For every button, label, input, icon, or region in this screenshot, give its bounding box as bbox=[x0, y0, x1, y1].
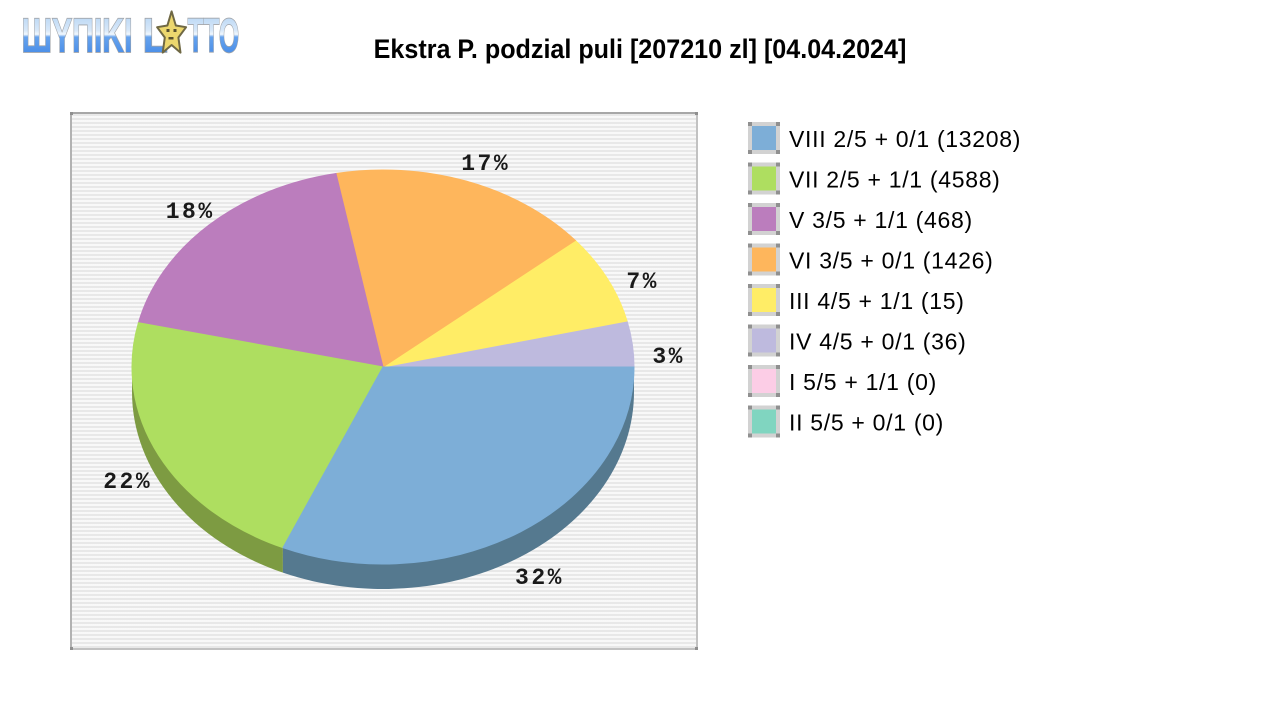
svg-text:II 5/5 + 0/1 (0): II 5/5 + 0/1 (0) bbox=[789, 410, 944, 436]
svg-text:V 3/5 + 1/1 (468): V 3/5 + 1/1 (468) bbox=[789, 207, 973, 233]
svg-text:IV 4/5 + 0/1 (36): IV 4/5 + 0/1 (36) bbox=[789, 329, 966, 355]
svg-text:VII 2/5 + 1/1 (4588): VII 2/5 + 1/1 (4588) bbox=[789, 167, 1001, 193]
svg-text:ШYПIKI: ШYПIKI bbox=[22, 9, 133, 63]
svg-text:I 5/5 + 1/1 (0): I 5/5 + 1/1 (0) bbox=[789, 369, 937, 395]
svg-text:VI 3/5 + 0/1 (1426): VI 3/5 + 0/1 (1426) bbox=[789, 248, 993, 274]
svg-text:TTO: TTO bbox=[188, 9, 240, 63]
svg-text:VIII 2/5 + 0/1 (13208): VIII 2/5 + 0/1 (13208) bbox=[789, 126, 1021, 152]
svg-text:III 4/5 + 1/1 (15): III 4/5 + 1/1 (15) bbox=[789, 288, 965, 314]
